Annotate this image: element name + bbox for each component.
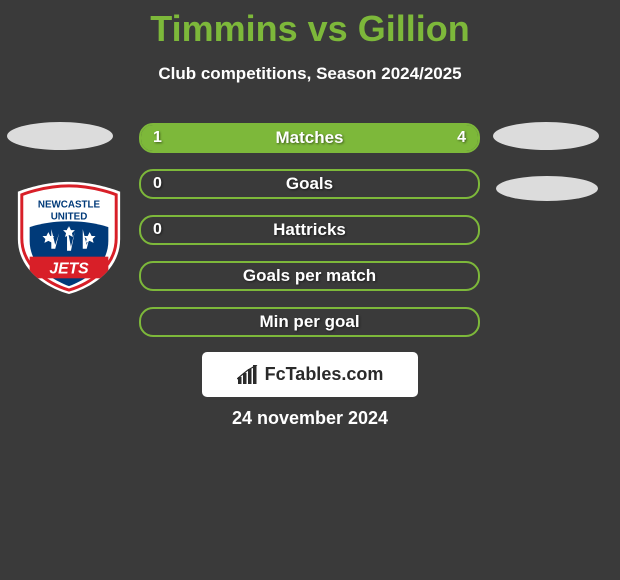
- date-text: 24 november 2024: [0, 408, 620, 429]
- player-avatar-left-placeholder: [7, 122, 113, 150]
- branding-text: FcTables.com: [265, 364, 384, 385]
- stat-label: Matches: [141, 125, 478, 151]
- club-badge-right-placeholder: [496, 176, 598, 201]
- club-badge-left: NEWCASTLE UNITED JETS: [10, 178, 128, 296]
- svg-text:JETS: JETS: [49, 260, 89, 277]
- stat-label: Goals per match: [141, 263, 478, 289]
- player-avatar-right-placeholder: [493, 122, 599, 150]
- bar-chart-icon: [237, 365, 259, 385]
- stat-label: Hattricks: [141, 217, 478, 243]
- page-title: Timmins vs Gillion: [0, 0, 620, 50]
- stat-bar: Min per goal: [139, 307, 480, 337]
- stat-value-left: 0: [153, 217, 162, 243]
- stat-bar: Hattricks0: [139, 215, 480, 245]
- stats-container: Matches14Goals0Hattricks0Goals per match…: [139, 123, 480, 353]
- stat-bar: Goals per match: [139, 261, 480, 291]
- stat-value-left: 1: [153, 125, 162, 151]
- stat-label: Min per goal: [141, 309, 478, 335]
- stat-value-left: 0: [153, 171, 162, 197]
- subtitle: Club competitions, Season 2024/2025: [0, 64, 620, 84]
- stat-value-right: 4: [457, 125, 466, 151]
- svg-text:NEWCASTLE: NEWCASTLE: [38, 200, 101, 211]
- jets-shield-icon: NEWCASTLE UNITED JETS: [10, 178, 128, 296]
- stat-label: Goals: [141, 171, 478, 197]
- stat-bar: Goals0: [139, 169, 480, 199]
- branding-badge: FcTables.com: [202, 352, 418, 397]
- svg-text:UNITED: UNITED: [51, 211, 88, 222]
- stat-bar: Matches1 4: [139, 123, 480, 153]
